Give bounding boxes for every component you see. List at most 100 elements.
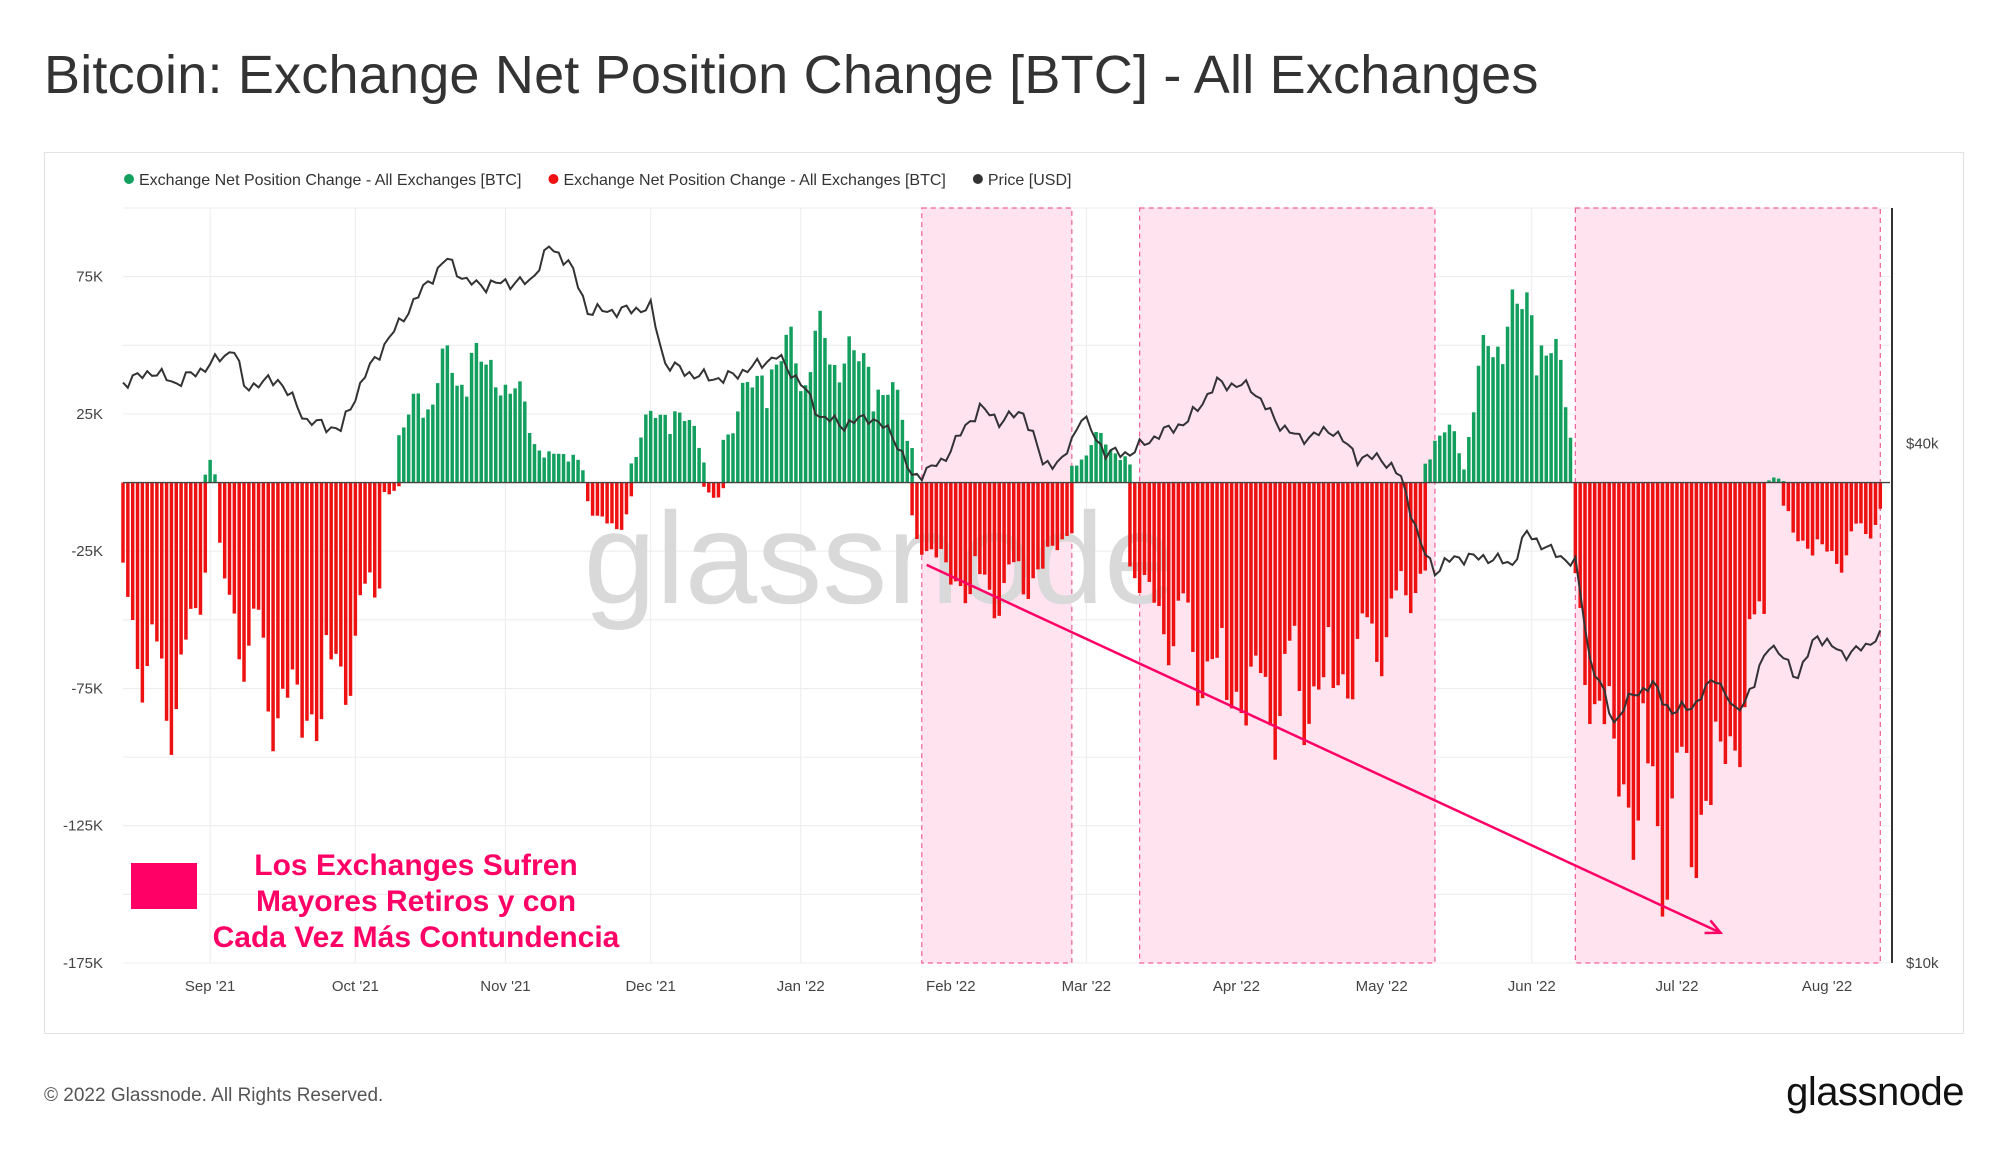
watermark: glassnode: [584, 485, 1177, 631]
net-position-bar: [1612, 482, 1616, 739]
net-position-bar: [1738, 482, 1742, 768]
net-position-bar: [818, 310, 822, 483]
x-tick-label: Feb '22: [926, 978, 976, 995]
net-position-bar: [692, 425, 696, 483]
net-position-bar: [164, 482, 169, 721]
net-position-bar: [334, 482, 338, 654]
net-position-bar: [310, 482, 314, 715]
net-position-bar: [1559, 359, 1563, 483]
net-position-bar: [653, 417, 658, 483]
x-tick-label: Aug '22: [1802, 978, 1852, 995]
net-position-bar: [479, 361, 483, 483]
net-position-bar: [1413, 482, 1418, 594]
net-position-bar: [779, 361, 784, 483]
net-position-bar: [1617, 482, 1621, 797]
net-position-bar: [1786, 482, 1791, 512]
net-position-bar: [610, 482, 614, 524]
net-position-bar: [847, 336, 851, 483]
net-position-bar: [377, 482, 382, 589]
trend-arrow-line: [926, 563, 1722, 934]
net-position-bar: [1723, 482, 1728, 765]
net-position-bar: [1423, 482, 1427, 571]
net-position-bar: [213, 474, 217, 483]
net-position-bar: [1462, 469, 1466, 483]
net-position-bar: [600, 482, 605, 517]
net-position-bar: [556, 453, 561, 483]
net-position-bar: [1864, 482, 1868, 535]
net-position-bar: [1031, 482, 1035, 579]
net-position-bar: [1113, 453, 1118, 483]
net-position-bar: [232, 482, 237, 614]
chart-svg: glassnode 75K 25K -25K -75K -125K -175K $40k $1…: [63, 172, 1939, 995]
net-position-bar: [523, 401, 527, 483]
net-position-bar: [605, 482, 609, 524]
net-position-bar: [227, 482, 232, 595]
net-position-bar: [1568, 437, 1573, 483]
net-position-bar: [1801, 482, 1805, 541]
net-position-bar: [474, 342, 479, 483]
net-position-bar: [1728, 482, 1732, 737]
net-position-bar: [784, 334, 788, 483]
net-position-bar: [581, 470, 585, 483]
net-position-bar: [905, 440, 910, 483]
net-position-bar: [1573, 482, 1578, 574]
x-tick-label: Jan '22: [777, 978, 825, 995]
net-position-bar: [1215, 482, 1219, 658]
net-position-bar: [595, 482, 600, 516]
net-position-bar: [547, 451, 551, 483]
net-position-bar: [1195, 482, 1200, 706]
x-tick-label: Jun '22: [1508, 978, 1556, 995]
net-position-bar: [1505, 326, 1510, 483]
net-position-bar: [697, 447, 701, 483]
net-position-bar: [1002, 482, 1006, 584]
net-position-bar: [1370, 482, 1374, 624]
x-tick-label: Apr '22: [1213, 978, 1260, 995]
net-position-bar: [1350, 482, 1355, 700]
net-position-bar: [1268, 482, 1273, 726]
net-position-bar: [639, 437, 643, 483]
net-position-bar: [1229, 482, 1234, 709]
net-position-bar: [629, 463, 634, 483]
net-position-bar: [542, 457, 546, 483]
net-position-bar: [1626, 482, 1631, 808]
net-position-bar: [1379, 482, 1384, 677]
net-position-bar: [1191, 482, 1195, 652]
net-position-bar: [1689, 482, 1694, 868]
net-position-bar: [1181, 482, 1185, 594]
net-position-bar: [1699, 482, 1703, 815]
net-position-bar: [1254, 482, 1258, 656]
net-position-bar: [881, 395, 885, 483]
net-position-bar: [1873, 482, 1878, 525]
net-position-bar: [1554, 338, 1558, 483]
net-position-bar: [861, 353, 866, 483]
annotation-line: Mayores Retiros y con: [256, 885, 576, 918]
net-position-bar: [324, 482, 329, 636]
net-position-bar: [1089, 445, 1093, 483]
y-right-tick-label: $40k: [1906, 436, 1939, 453]
net-position-bar: [339, 482, 343, 667]
net-position-bar: [1747, 482, 1752, 620]
net-position-bar: [832, 365, 837, 483]
net-position-bar: [1210, 482, 1214, 660]
net-position-bar: [1404, 482, 1408, 596]
net-position-bar: [1244, 482, 1248, 726]
net-position-bar: [876, 389, 880, 483]
net-position-bar: [687, 419, 692, 483]
net-position-bar: [769, 369, 774, 483]
net-position-bar: [1641, 482, 1645, 704]
net-position-bar: [450, 372, 454, 483]
net-position-bar: [629, 482, 634, 497]
net-position-bar: [1810, 482, 1815, 556]
net-position-bar: [397, 482, 401, 487]
net-position-bar: [484, 364, 488, 483]
net-position-bar: [377, 482, 382, 488]
net-position-bar: [1510, 289, 1515, 483]
net-position-bar: [731, 433, 735, 483]
net-position-bar: [1496, 346, 1500, 483]
net-position-bar: [1099, 432, 1103, 483]
net-position-bar: [586, 482, 590, 502]
net-position-bar: [1171, 482, 1176, 647]
net-position-bar: [1016, 482, 1021, 562]
net-position-bars: [121, 289, 1890, 917]
net-position-bar: [1079, 459, 1084, 483]
